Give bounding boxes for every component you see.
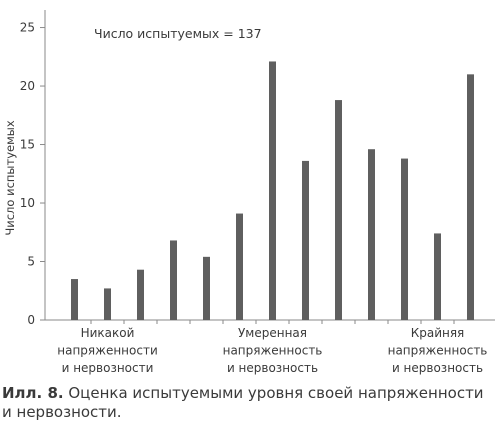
bar — [401, 158, 408, 320]
chart-axes — [40, 10, 495, 324]
bar-chart: 0 5 10 15 20 25 Никакой напряженности и нервозн… — [3, 10, 495, 375]
y-tick-label: 0 — [27, 313, 35, 327]
y-tick-label: 25 — [20, 21, 35, 35]
y-tick-label: 10 — [20, 196, 35, 210]
category-label-line: напряженность — [223, 344, 323, 358]
bar — [203, 256, 210, 320]
category-label-line: напряженности — [57, 344, 158, 358]
category-label: Умеренная напряженность и нервозность — [223, 326, 323, 375]
bar — [434, 233, 441, 320]
category-label-line: и нервозность — [227, 361, 318, 375]
category-label-line: напряженность — [388, 344, 488, 358]
bar — [467, 74, 474, 320]
y-tick-label: 15 — [20, 138, 35, 152]
figure-caption-label: Илл. 8. — [2, 384, 64, 402]
bar — [368, 149, 375, 320]
chart-bars — [71, 61, 474, 320]
category-label-line: Крайняя — [411, 326, 465, 340]
figure-caption-text: Оценка испытуемыми уровня своей напряжен… — [2, 384, 484, 421]
y-tick-label: 5 — [27, 255, 35, 269]
category-label-line: Умеренная — [238, 326, 307, 340]
category-labels: Никакой напряженности и нервозности Умеренн… — [57, 326, 487, 375]
bar — [236, 213, 243, 320]
category-label-line: и нервозности — [62, 361, 154, 375]
bar — [302, 160, 309, 320]
sample-size-annotation: Число испытуемых = 137 — [94, 26, 262, 41]
category-label: Крайняя напряженность и нервозность — [388, 326, 488, 375]
y-axis-title: Число испытуемых — [3, 120, 17, 235]
bar — [335, 100, 342, 320]
category-label-line: и нервозность — [392, 361, 483, 375]
bar — [269, 61, 276, 320]
bar — [71, 279, 78, 320]
y-tick-labels: 0 5 10 15 20 25 — [20, 21, 35, 327]
category-label: Никакой напряженности и нервозности — [57, 326, 158, 375]
bar — [170, 240, 177, 320]
bar — [104, 288, 111, 320]
bar — [137, 269, 144, 320]
category-label-line: Никакой — [81, 326, 135, 340]
y-tick-label: 20 — [20, 79, 35, 93]
figure-caption: Илл. 8. Оценка испытуемыми уровня своей … — [2, 384, 496, 422]
